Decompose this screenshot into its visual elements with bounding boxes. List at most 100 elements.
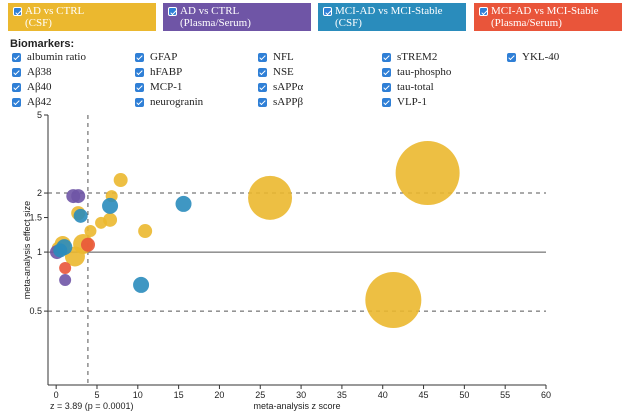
biomarker[interactable]: VLP-1 <box>382 96 427 108</box>
biomarker-label: tau-total <box>397 81 434 93</box>
biomarker[interactable]: MCP-1 <box>135 81 182 93</box>
bubble <box>248 175 293 220</box>
checkbox[interactable] <box>258 68 267 77</box>
biomarker[interactable]: neurogranin <box>135 96 203 108</box>
bubble <box>84 225 97 238</box>
checkbox[interactable] <box>258 83 267 92</box>
y-tick-label: 1.5 <box>29 213 42 223</box>
biomarker-label: albumin ratio <box>27 51 86 63</box>
y-axis-label: meta-analysis effect size <box>22 201 32 299</box>
bubble <box>95 216 108 229</box>
bubble <box>71 189 86 204</box>
biomarker-label: Aβ42 <box>27 96 52 108</box>
biomarker[interactable]: albumin ratio <box>12 51 86 63</box>
filter[interactable]: MCI-AD vs MCI-Stable (CSF) <box>318 3 466 31</box>
biomarker-label: VLP-1 <box>397 96 427 108</box>
x-tick-label: 5 <box>94 390 99 400</box>
bubble <box>395 141 460 206</box>
legend-subname: (Plasma/Serum) <box>180 17 251 29</box>
bubble <box>73 208 88 223</box>
bubble <box>53 243 68 258</box>
biomarker[interactable]: GFAP <box>135 51 177 63</box>
checkbox[interactable] <box>12 68 21 77</box>
biomarker[interactable]: NFL <box>258 51 294 63</box>
biomarker-label: Aβ38 <box>27 66 52 78</box>
checkbox[interactable] <box>135 98 144 107</box>
biomarker[interactable]: YKL-40 <box>507 51 559 63</box>
biomarker[interactable]: Aβ42 <box>12 96 52 108</box>
y-tick-label: 5 <box>37 110 42 120</box>
checkbox[interactable] <box>135 53 144 62</box>
legend-subname: (CSF) <box>25 17 52 29</box>
bubble <box>175 195 192 212</box>
checkbox[interactable] <box>382 68 391 77</box>
filter[interactable]: AD vs CTRL (CSF) <box>8 3 156 31</box>
x-tick-label: 20 <box>214 390 224 400</box>
bubble <box>102 197 119 214</box>
y-tick-label: 2 <box>37 188 42 198</box>
checkbox[interactable] <box>258 53 267 62</box>
biomarker[interactable]: hFABP <box>135 66 182 78</box>
biomarker-label: GFAP <box>150 51 178 63</box>
y-tick-label: 0.5 <box>29 306 42 316</box>
biomarker-label: tau-phospho <box>397 66 452 78</box>
checkbox[interactable] <box>12 98 21 107</box>
bubble <box>138 224 153 239</box>
x-tick-label: 0 <box>54 390 59 400</box>
biomarker[interactable]: sTREM2 <box>382 51 437 63</box>
biomarker-label: MCP-1 <box>150 81 183 93</box>
biomarker-label: sAPPβ <box>273 96 304 108</box>
x-tick-label: 35 <box>337 390 347 400</box>
filter[interactable]: AD vs CTRL (Plasma/Serum) <box>163 3 311 31</box>
x-tick-label: 55 <box>500 390 510 400</box>
checkbox[interactable] <box>12 83 21 92</box>
biomarker-label: YKL-40 <box>522 51 560 63</box>
biomarker[interactable]: tau-phospho <box>382 66 451 78</box>
checkbox[interactable] <box>135 68 144 77</box>
y-tick-label: 1 <box>37 247 42 257</box>
legend-subname: (CSF) <box>335 17 362 29</box>
bubble <box>59 274 72 287</box>
x-tick-label: 30 <box>296 390 306 400</box>
checkbox[interactable] <box>382 83 391 92</box>
checkbox[interactable] <box>382 53 391 62</box>
filter[interactable]: MCI-AD vs MCI-Stable (Plasma/Serum) <box>474 3 622 31</box>
biomarker[interactable]: NSE <box>258 66 294 78</box>
biomarker[interactable]: Aβ38 <box>12 66 52 78</box>
checkbox[interactable] <box>13 7 22 16</box>
bubble <box>113 173 128 188</box>
x-axis-label: meta-analysis z score <box>253 401 340 411</box>
checkbox[interactable] <box>12 53 21 62</box>
biomarker[interactable]: sAPPβ <box>258 96 303 108</box>
x-tick-label: 10 <box>133 390 143 400</box>
legend-subname: (Plasma/Serum) <box>491 17 562 29</box>
x-tick-label: 45 <box>419 390 429 400</box>
x-tick-label: 40 <box>378 390 388 400</box>
biomarker[interactable]: sAPPα <box>258 81 303 93</box>
biomarker-label: sAPPα <box>273 81 304 93</box>
checkbox[interactable] <box>382 98 391 107</box>
checkbox[interactable] <box>258 98 267 107</box>
biomarker[interactable]: tau-total <box>382 81 434 93</box>
biomarker-label: NSE <box>273 66 294 78</box>
bubble <box>81 237 96 252</box>
checkbox[interactable] <box>323 7 332 16</box>
checkbox[interactable] <box>168 7 177 16</box>
biomarker-label: Aβ40 <box>27 81 52 93</box>
bubble <box>59 261 72 274</box>
checkbox[interactable] <box>507 53 516 62</box>
checkbox[interactable] <box>135 83 144 92</box>
x-tick-label: 60 <box>541 390 551 400</box>
bubble <box>365 271 422 328</box>
biomarker-label: NFL <box>273 51 294 63</box>
checkbox[interactable] <box>479 7 488 16</box>
x-tick-label: 50 <box>459 390 469 400</box>
biomarkers-title: Biomarkers: <box>10 38 75 50</box>
biomarker-label: sTREM2 <box>397 51 438 63</box>
legend-name: MCI-AD vs MCI-Stable <box>335 5 443 17</box>
biomarker[interactable]: Aβ40 <box>12 81 52 93</box>
legend-name: AD vs CTRL <box>25 5 85 17</box>
legend-name: MCI-AD vs MCI-Stable <box>491 5 599 17</box>
